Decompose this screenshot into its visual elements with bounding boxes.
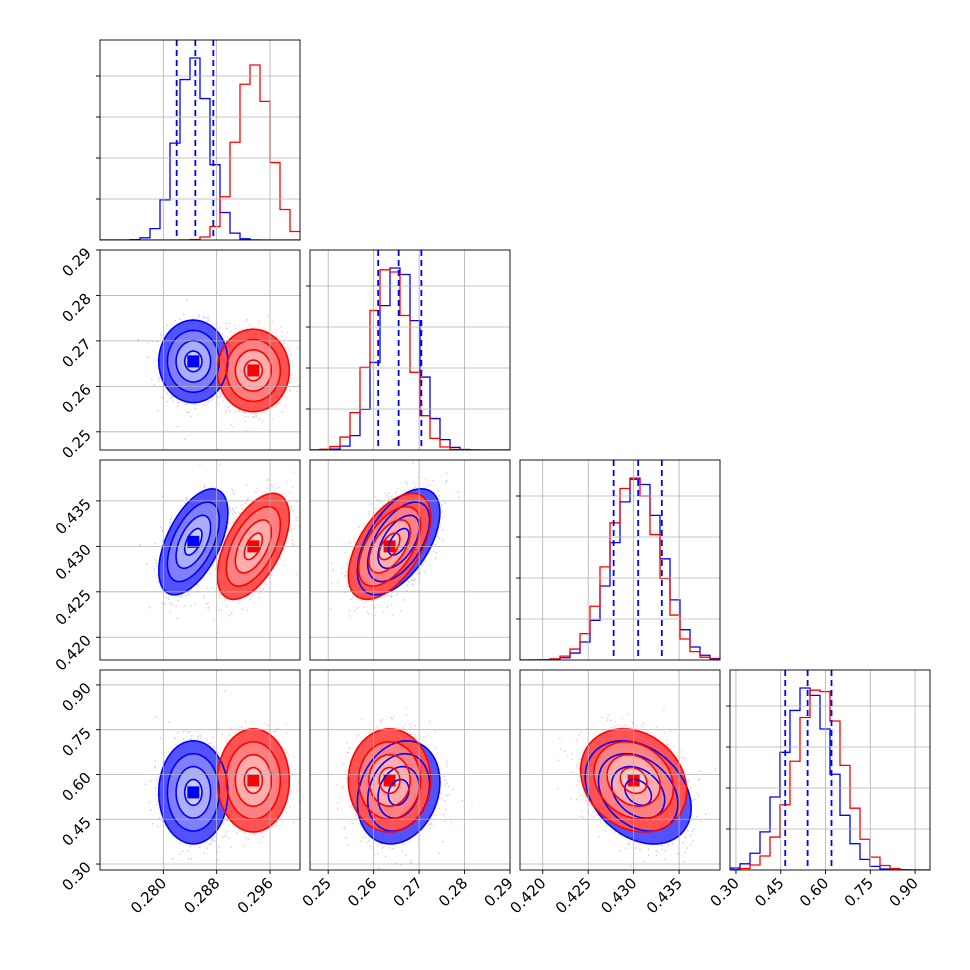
panel-frame xyxy=(519,669,721,871)
x-tick-label: 0.288 xyxy=(180,874,223,917)
contour-series-0 xyxy=(158,740,228,844)
density-peak xyxy=(187,786,200,799)
contour-lines-series-1 xyxy=(347,728,432,833)
x-tick-label: 0.296 xyxy=(234,874,277,917)
y-tick-label: 0.28 xyxy=(58,290,94,326)
grid xyxy=(310,670,510,870)
y-tick-label: 0.420 xyxy=(52,631,95,674)
x-tick-label: 0.26 xyxy=(344,874,380,910)
grid xyxy=(100,460,300,660)
y-tick-label: 0.435 xyxy=(52,495,95,538)
contour-series-1 xyxy=(217,329,290,412)
y-tick-label: 0.75 xyxy=(58,724,94,760)
panel-frame xyxy=(99,249,301,451)
x-tick-label: 0.435 xyxy=(643,874,686,917)
grid xyxy=(310,460,510,660)
histogram-series-1 xyxy=(520,477,720,660)
contour-series-0 xyxy=(158,488,228,595)
density-peak xyxy=(247,774,260,787)
x-tick-label: 0.30 xyxy=(706,874,742,910)
panel-frame xyxy=(99,459,301,661)
panel-2-2 xyxy=(516,459,721,661)
x-tick-label: 0.280 xyxy=(127,874,170,917)
x-tick-label: 0.430 xyxy=(597,874,640,917)
panel-frame xyxy=(729,669,931,871)
panel-1-0: 0.25 0.26 0.27 0.28 0.29 xyxy=(58,244,301,462)
grid xyxy=(520,670,720,870)
grid xyxy=(520,460,720,660)
panel-3-3: 0.30 0.45 0.60 0.75 0.90 xyxy=(706,669,931,910)
y-tick-label: 0.25 xyxy=(58,426,94,462)
grid xyxy=(100,250,300,450)
x-tick-label: 0.45 xyxy=(751,874,787,910)
panel-3-2: 0.420 0.425 0.430 0.435 xyxy=(506,669,721,917)
panel-0-0 xyxy=(96,39,301,241)
y-tick-label: 0.27 xyxy=(58,335,94,371)
x-tick-label: 0.25 xyxy=(299,874,335,910)
contour-series-1 xyxy=(217,728,290,832)
panel-frame xyxy=(99,669,301,871)
y-tick-label: 0.26 xyxy=(58,380,94,416)
x-tick-label: 0.75 xyxy=(841,874,877,910)
panel-2-1 xyxy=(309,459,511,661)
panel-3-1: 0.25 0.26 0.27 0.28 0.29 xyxy=(299,669,517,910)
grid xyxy=(310,250,510,450)
panel-frame xyxy=(519,459,721,661)
grid xyxy=(730,670,930,870)
x-tick-label: 0.420 xyxy=(506,874,549,917)
density-peak xyxy=(187,355,200,368)
y-tick-label: 0.60 xyxy=(58,769,94,805)
panel-frame xyxy=(99,39,301,241)
panel-1-1 xyxy=(306,249,511,451)
x-tick-label: 0.28 xyxy=(435,874,471,910)
contour-lines-series-0 xyxy=(157,487,229,596)
panel-3-0: 0.280 0.288 0.296 0.30 0.45 0.60 0.75 0.90 xyxy=(58,669,301,917)
contour-lines-series-0 xyxy=(157,739,229,845)
panel-frame xyxy=(309,669,511,871)
contour-lines-series-0 xyxy=(584,740,692,845)
contour-lines-series-1 xyxy=(216,728,291,833)
x-tick-label: 0.60 xyxy=(796,874,832,910)
panel-frame xyxy=(309,249,511,451)
y-tick-label: 0.45 xyxy=(58,813,94,849)
x-tick-label: 0.425 xyxy=(552,874,595,917)
y-tick-label: 0.425 xyxy=(52,586,95,629)
grid xyxy=(100,40,300,240)
grid xyxy=(100,670,300,870)
y-tick-label: 0.30 xyxy=(58,858,94,894)
panel-frame xyxy=(309,459,511,661)
y-tick-label: 0.29 xyxy=(58,244,94,280)
x-tick-label: 0.27 xyxy=(390,874,426,910)
y-tick-label: 0.430 xyxy=(52,540,95,583)
y-tick-label: 0.90 xyxy=(58,679,94,715)
density-peak xyxy=(187,535,200,548)
x-tick-label: 0.90 xyxy=(886,874,922,910)
density-peak xyxy=(247,364,260,377)
